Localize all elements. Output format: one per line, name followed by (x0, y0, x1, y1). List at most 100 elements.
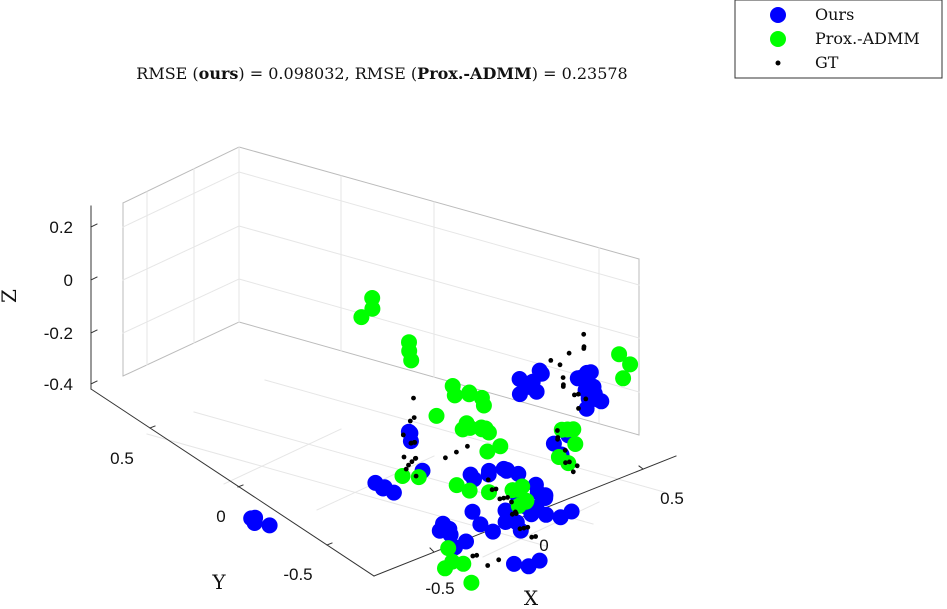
x-tick (429, 547, 435, 553)
point-gt (581, 344, 587, 350)
z-axis-label: Z (0, 289, 21, 303)
point-ours (472, 516, 489, 533)
z-tick (90, 329, 98, 334)
y-tick (149, 425, 156, 429)
x-tick-label: -0.5 (425, 579, 454, 598)
point-prox-admm (448, 477, 465, 494)
point-gt (400, 432, 406, 438)
point-prox-admm (446, 387, 463, 404)
point-gt (562, 447, 568, 453)
point-ours (533, 365, 550, 382)
point-prox-admm (437, 560, 453, 577)
point-ours (497, 502, 514, 519)
x-tick-label: 0 (539, 536, 548, 555)
backleft-grid-z-m02 (122, 278, 240, 334)
point-gt (563, 460, 568, 466)
point-ours (246, 513, 263, 530)
legend-label-ours: Ours (815, 5, 854, 24)
floor-grid-x-pos (482, 501, 600, 558)
point-gt (575, 391, 581, 397)
y-axis-label: Y (211, 570, 226, 594)
point-gt (576, 406, 581, 411)
legend-label-gt: GT (815, 53, 839, 72)
point-gt (581, 331, 587, 337)
title-bold-ours: ours (199, 64, 239, 83)
point-prox-admm (455, 555, 472, 572)
point-gt (509, 511, 515, 517)
x-tick-label: 0.5 (660, 489, 684, 508)
point-ours (462, 466, 479, 483)
point-gt (489, 487, 495, 493)
y-axis-line (90, 388, 375, 577)
point-gt (454, 449, 459, 455)
point-gt (496, 557, 502, 563)
point-prox-admm (622, 356, 639, 373)
backleft-grid-z-02 (122, 171, 240, 228)
point-ours (497, 514, 514, 530)
point-gt (505, 495, 510, 500)
point-gt (555, 435, 561, 440)
title-bold-prox-admm: Prox.-ADMM (417, 64, 532, 83)
x-axis-label: X (524, 586, 539, 609)
point-gt (411, 395, 416, 401)
point-gt (413, 455, 419, 461)
point-prox-admm (615, 370, 632, 387)
point-prox-admm (565, 421, 582, 438)
z-tick-label: 0 (64, 271, 73, 290)
point-gt (572, 392, 577, 398)
point-ours (511, 371, 528, 387)
point-gt (561, 382, 566, 388)
point-prox-admm (458, 415, 475, 432)
point-gt (525, 524, 531, 530)
z-tick (90, 380, 98, 385)
backleft-grid-z-0 (122, 225, 240, 281)
point-ours (593, 393, 610, 410)
x-tick (638, 465, 644, 470)
point-prox-admm (440, 540, 457, 557)
z-tick-label: -0.4 (44, 375, 73, 394)
point-gt (485, 477, 491, 483)
point-gt (583, 396, 589, 402)
point-prox-admm (611, 346, 628, 363)
y-tick (326, 542, 333, 546)
point-prox-admm (463, 574, 480, 591)
point-gt (555, 428, 560, 433)
legend-marker-ours (770, 7, 786, 23)
z-tick-label: 0.2 (49, 218, 73, 237)
legend-marker-prox-admm (770, 31, 786, 47)
point-ours (402, 425, 419, 442)
backright-grid-z-02 (238, 171, 640, 286)
top-back-right-edge (238, 146, 640, 260)
legend-box (734, 0, 943, 79)
z-tick (90, 276, 98, 281)
point-gt (517, 526, 523, 532)
title-part-3: ) = 0.23578 (532, 64, 628, 83)
point-ours (582, 364, 599, 381)
point-prox-admm (514, 478, 531, 495)
chart-title: RMSE (ours) = 0.098032, RMSE (Prox.-ADMM… (136, 64, 627, 83)
point-gt (474, 552, 480, 558)
point-ours (510, 465, 527, 482)
floor-back-right-edge (238, 321, 640, 436)
point-ours (464, 503, 481, 520)
point-gt (465, 443, 470, 449)
point-gt (529, 534, 535, 540)
point-gt (485, 563, 491, 568)
point-gt (497, 496, 503, 502)
point-gt (413, 473, 419, 479)
point-prox-admm (481, 484, 497, 501)
point-ours (385, 484, 402, 501)
point-prox-admm (492, 438, 509, 455)
point-gt (409, 459, 415, 465)
floor-grid-x-neg (223, 428, 342, 485)
point-gt (548, 358, 554, 363)
z-tick (90, 223, 98, 228)
point-prox-admm (364, 300, 381, 317)
point-ours (511, 386, 528, 403)
point-ours (484, 523, 501, 540)
point-gt (411, 415, 417, 420)
point-gt (401, 454, 407, 460)
point-ours (580, 390, 597, 407)
point-gt (557, 362, 563, 368)
point-prox-admm (461, 482, 478, 499)
